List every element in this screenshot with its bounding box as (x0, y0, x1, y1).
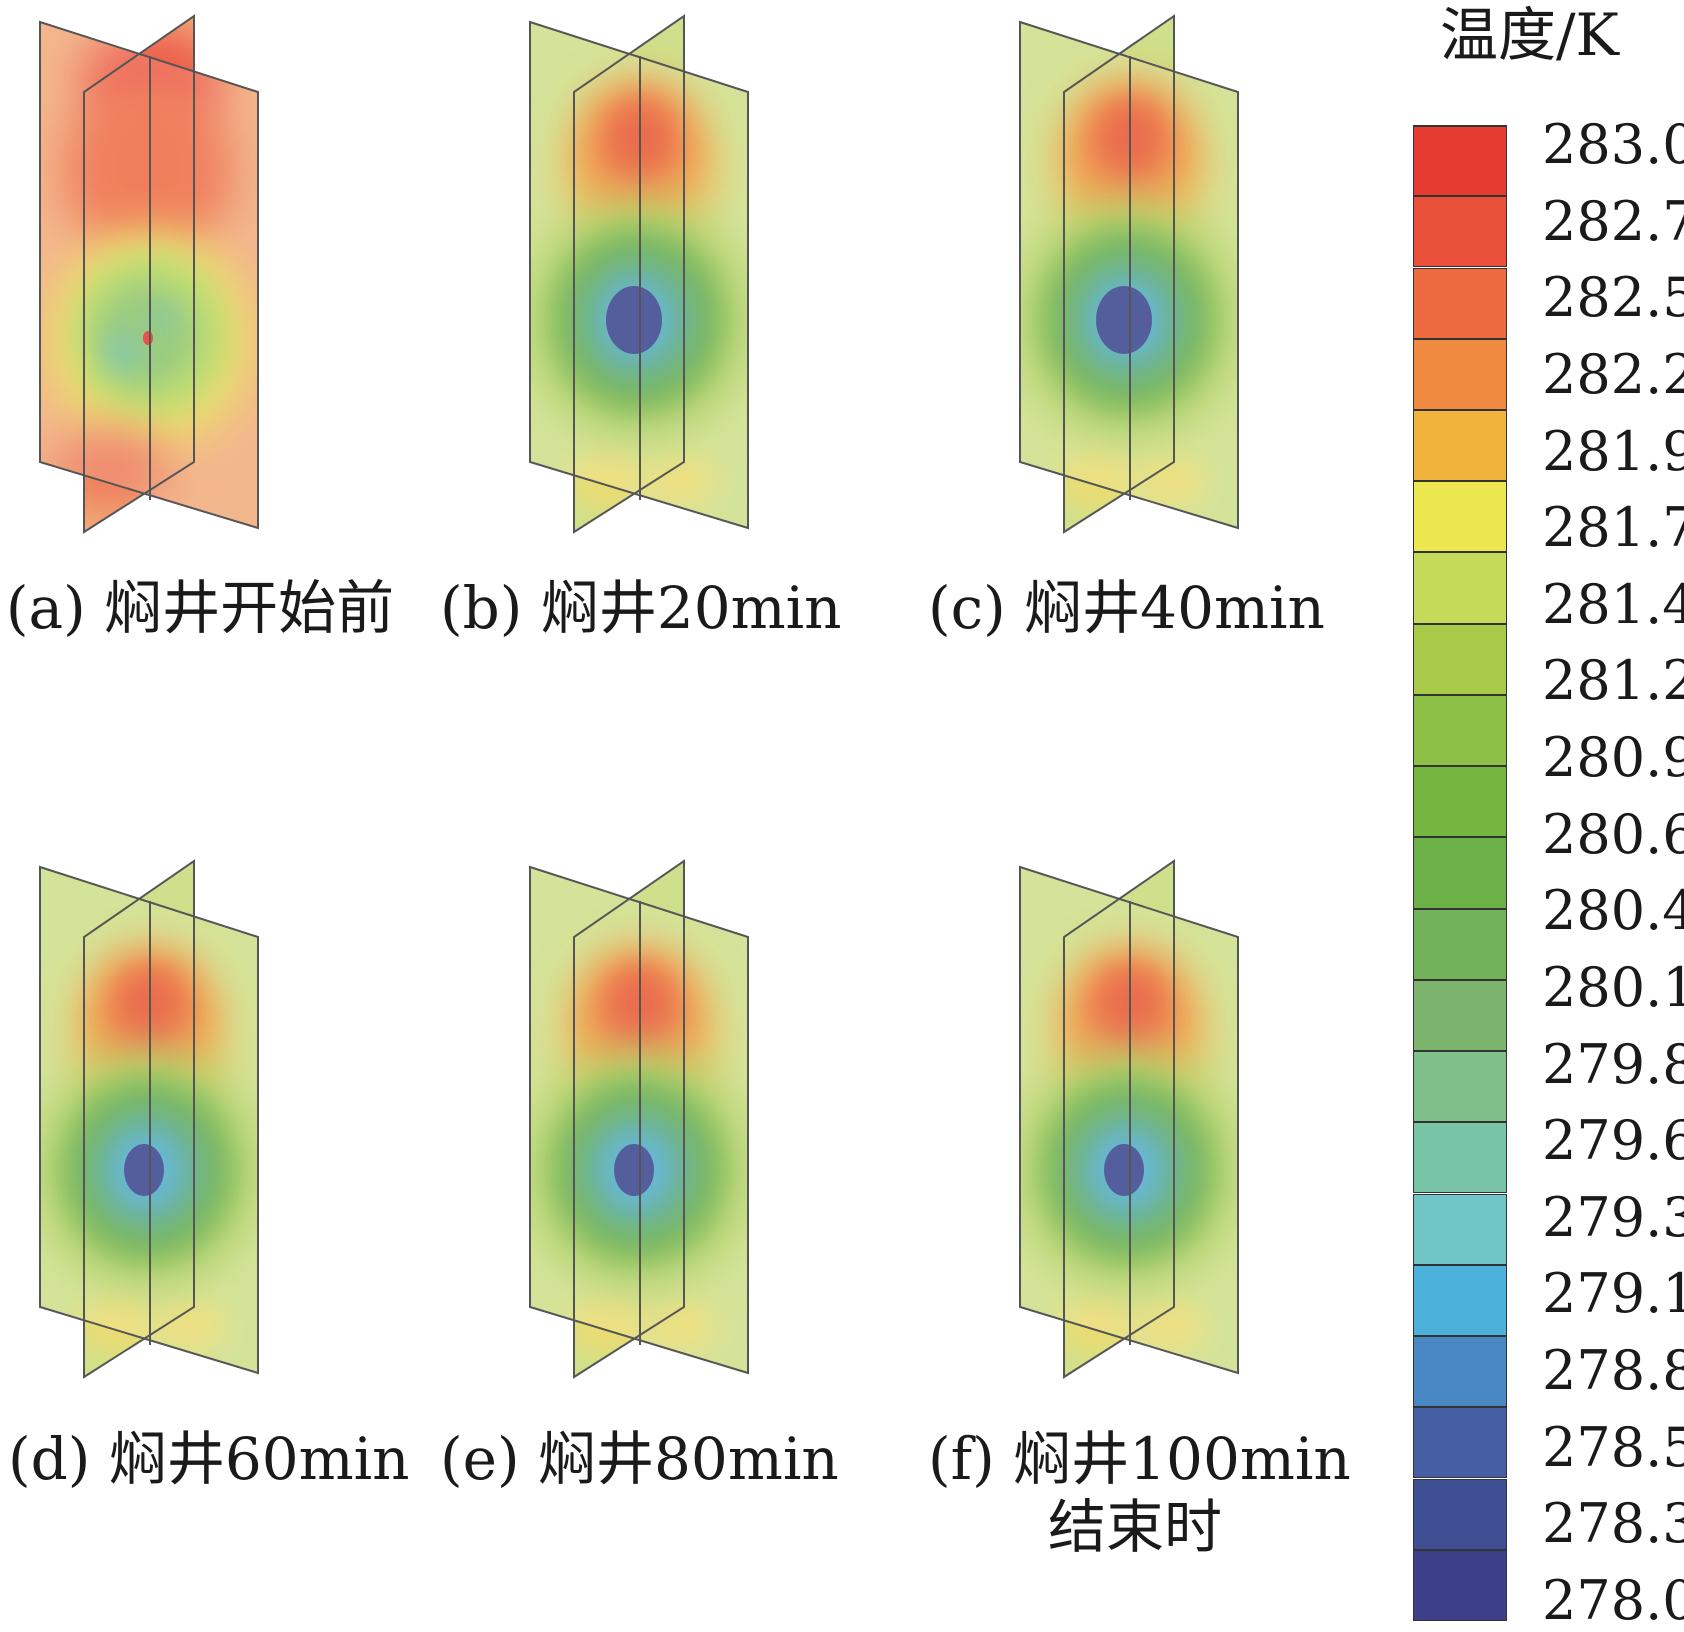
colorbar (1413, 125, 1509, 1621)
colorbar-tick-label: 278.5 (1542, 1415, 1684, 1479)
colorbar-tick-label: 281.7 (1542, 496, 1684, 560)
legend-title: 温度/K (1440, 1, 1619, 69)
colorbar-band (1413, 481, 1507, 553)
colorbar-tick-label: 279.1 (1542, 1262, 1684, 1326)
colorbar-tick-label: 281.9 (1542, 419, 1684, 483)
colorbar-tick-label: 281.2 (1542, 649, 1684, 713)
plane-side (1063, 859, 1175, 1379)
caption-f: (f) 焖井100min (928, 1425, 1351, 1493)
colorbar-tick-label: 282.5 (1542, 266, 1684, 330)
caption-e: (e) 焖井80min (440, 1425, 839, 1493)
colorbar-tick-label: 278.3 (1542, 1492, 1684, 1556)
plane-side (573, 14, 685, 534)
caption-c: (c) 焖井40min (928, 574, 1325, 642)
colorbar-band (1413, 196, 1507, 268)
panel-b (529, 14, 749, 534)
colorbar-tick-label: 279.3 (1542, 1185, 1684, 1249)
colorbar-band (1413, 623, 1507, 695)
caption-a: (a) 焖井开始前 (5, 574, 395, 642)
colorbar-tick-label: 282.2 (1542, 342, 1684, 406)
colorbar-band (1413, 410, 1507, 482)
colorbar-tick-label: 280.9 (1542, 726, 1684, 790)
colorbar-band (1413, 766, 1507, 838)
colorbar-tick-label: 281.4 (1542, 572, 1684, 636)
colorbar-band (1413, 1051, 1507, 1123)
colorbar-band (1413, 1122, 1507, 1194)
panel-c (1019, 14, 1239, 534)
colorbar-band (1413, 1549, 1507, 1621)
colorbar-band (1413, 1264, 1507, 1336)
colorbar-tick-label: 280.4 (1542, 879, 1684, 943)
cold-core (614, 1144, 654, 1196)
panel-d (39, 859, 259, 1379)
plane-side (83, 14, 195, 534)
cold-core (1104, 1144, 1144, 1196)
colorbar-band (1413, 1478, 1507, 1550)
colorbar-tick-label: 279.8 (1542, 1032, 1684, 1096)
colorbar-band (1413, 979, 1507, 1052)
colorbar-band (1413, 694, 1507, 767)
colorbar-band (1413, 267, 1507, 339)
panel-a (39, 14, 259, 534)
plane-side (83, 859, 195, 1379)
colorbar-band (1413, 1407, 1507, 1479)
colorbar-tick-label: 280.6 (1542, 802, 1684, 866)
plane-side (1063, 14, 1175, 534)
colorbar-band (1413, 338, 1507, 410)
colorbar-band (1413, 908, 1507, 980)
colorbar-band (1413, 837, 1507, 909)
plane-side (573, 859, 685, 1379)
colorbar-tick-label: 283.0 (1542, 113, 1684, 176)
cold-core (1096, 286, 1152, 354)
colorbar-tick-label: 282.7 (1542, 189, 1684, 253)
colorbar-band (1413, 552, 1507, 624)
colorbar-tick-label: 279.6 (1542, 1109, 1684, 1173)
panel-f (1019, 859, 1239, 1379)
panel-e (529, 859, 749, 1379)
cold-core (124, 1144, 164, 1196)
colorbar-band (1413, 1193, 1507, 1265)
colorbar-band (1413, 125, 1507, 197)
colorbar-tick-label: 278.0 (1542, 1569, 1684, 1632)
caption-f-line2: 结束时 (1047, 1493, 1222, 1561)
caption-d: (d) 焖井60min (8, 1425, 410, 1493)
colorbar-tick-label: 278.8 (1542, 1339, 1684, 1403)
colorbar-band (1413, 1336, 1507, 1408)
caption-b: (b) 焖井20min (440, 574, 842, 642)
colorbar-tick-label: 280.1 (1542, 955, 1684, 1019)
cold-core (606, 286, 662, 354)
